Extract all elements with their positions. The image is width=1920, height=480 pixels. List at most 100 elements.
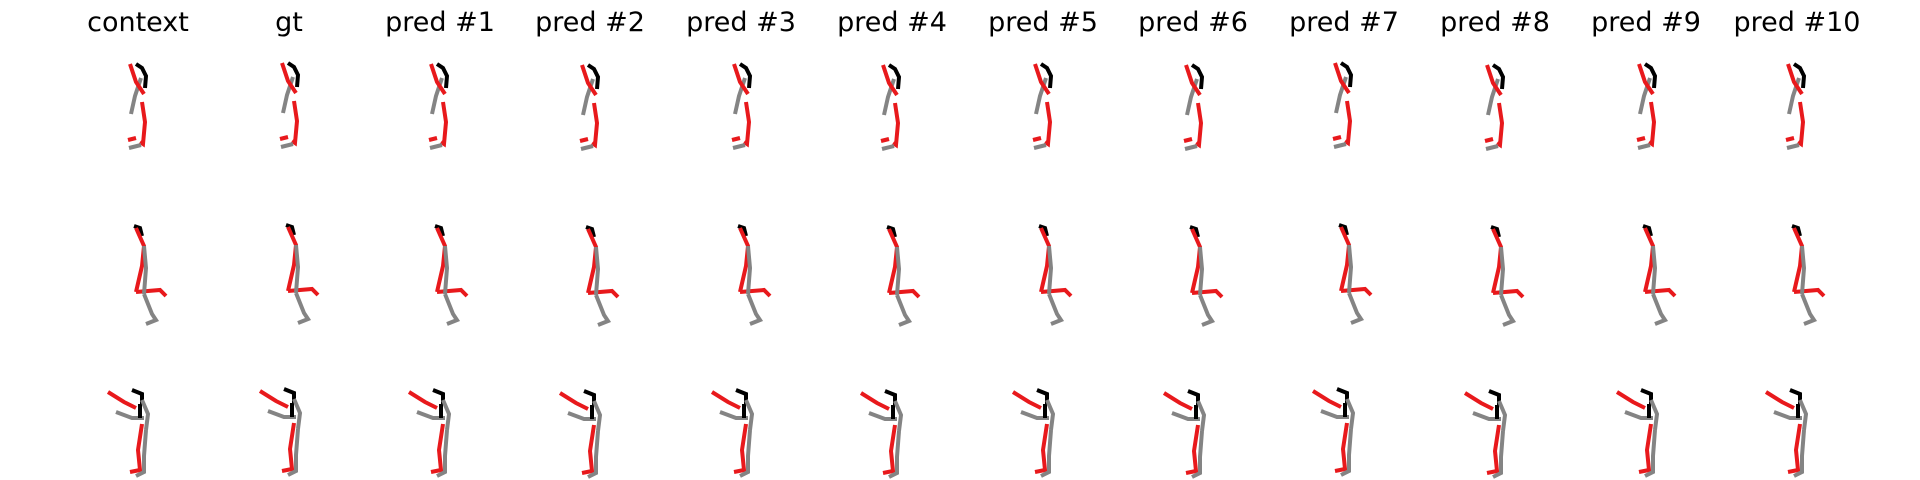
column-title: gt — [275, 7, 303, 38]
skeleton-bone — [1184, 144, 1198, 151]
skeleton-bone — [429, 143, 443, 150]
skeleton-bone — [1333, 62, 1351, 95]
skeleton-cell — [133, 224, 168, 326]
skeleton-bone — [880, 137, 890, 143]
skeleton-bone — [280, 62, 298, 95]
skeleton-bone — [1647, 101, 1657, 148]
skeleton-cell — [579, 63, 601, 151]
skeleton-bone — [1194, 102, 1204, 149]
skeleton-bone — [710, 390, 741, 410]
skeleton-bone — [1800, 293, 1818, 326]
skeleton-cell — [1764, 388, 1809, 478]
skeleton-cell — [1338, 223, 1373, 325]
column-title: pred #3 — [686, 7, 796, 38]
skeleton-bone — [746, 245, 753, 295]
skeleton-bone — [583, 389, 596, 405]
skeleton-cell — [1636, 62, 1658, 150]
column-title: pred #8 — [1440, 7, 1550, 38]
skeleton-bone — [887, 63, 902, 90]
skeleton-bone — [893, 400, 904, 432]
skeleton-cell — [1615, 388, 1660, 478]
skeleton-bone — [258, 389, 289, 409]
skeleton-bone — [1787, 423, 1802, 474]
skeleton-bone — [1011, 390, 1042, 410]
skeleton-bone — [286, 61, 301, 88]
skeleton-bone — [290, 100, 300, 147]
skeleton-cell — [859, 389, 904, 479]
skeleton-bone — [887, 228, 900, 294]
skeleton-bone — [443, 293, 461, 326]
skeleton-bone — [434, 224, 445, 237]
skeleton-bone — [1047, 245, 1054, 295]
skeleton-bone — [1485, 144, 1499, 151]
skeleton-bone — [1333, 142, 1347, 149]
skeleton-bone — [735, 388, 748, 404]
skeleton-bone — [1039, 227, 1052, 293]
skeleton-bone — [1640, 388, 1653, 404]
skeleton-bone — [581, 424, 596, 475]
skeleton-cell — [731, 62, 753, 150]
skeleton-bone — [1033, 143, 1047, 150]
skeleton-cell — [106, 388, 151, 478]
skeleton-bone — [435, 62, 450, 89]
skeleton-bone — [1162, 391, 1193, 411]
skeleton-cell — [1791, 224, 1826, 326]
skeleton-cell — [737, 224, 772, 326]
skeleton-bone — [1198, 294, 1216, 327]
skeleton-bone — [1499, 246, 1506, 296]
skeleton-bone — [439, 101, 449, 148]
skeleton-cell — [285, 223, 320, 325]
skeleton-bone — [587, 288, 620, 299]
skeleton-cell — [1032, 62, 1054, 150]
skeleton-bone — [587, 430, 600, 479]
skeleton-bone — [1638, 423, 1653, 474]
skeleton-bone — [436, 429, 449, 478]
skeleton-bone — [1034, 423, 1049, 474]
skeleton-bone — [131, 388, 144, 404]
skeleton-bone — [738, 62, 753, 89]
skeleton-bone — [129, 423, 144, 474]
skeleton-bone — [407, 390, 438, 410]
column-title: context — [87, 7, 189, 38]
skeleton-bone — [429, 63, 447, 96]
skeleton-bone — [135, 287, 168, 298]
skeleton-bone — [292, 398, 303, 430]
skeleton-bone — [1339, 61, 1354, 88]
skeleton-cell — [1183, 63, 1205, 151]
skeleton-bone — [1463, 391, 1494, 411]
skeleton-bone — [285, 223, 296, 236]
skeleton-bone — [1643, 62, 1658, 89]
skeleton-cell — [1038, 224, 1073, 326]
skeleton-bone — [443, 245, 450, 295]
skeleton-bone — [888, 430, 901, 479]
skeleton-bone — [594, 246, 601, 296]
skeleton-bone — [128, 63, 146, 96]
skeleton-bone — [138, 101, 148, 148]
skeleton-bone — [586, 228, 599, 294]
skeleton-bone — [1486, 424, 1501, 475]
skeleton-bone — [134, 62, 149, 89]
skeleton-bone — [1183, 137, 1193, 143]
skeleton-bone — [558, 391, 589, 411]
skeleton-cell — [1011, 388, 1056, 478]
skeleton-bone — [1649, 399, 1660, 431]
skeleton-bone — [882, 424, 897, 475]
column-title: pred #1 — [385, 7, 495, 38]
skeleton-bone — [1495, 102, 1505, 149]
skeleton-cell — [558, 389, 603, 479]
skeleton-bone — [737, 224, 748, 237]
skeleton-bone — [733, 423, 748, 474]
skeleton-bone — [738, 227, 751, 293]
skeleton-cell — [1332, 61, 1354, 149]
skeleton-bone — [585, 225, 596, 238]
skeleton-cell — [428, 62, 450, 150]
skeleton-bone — [1490, 225, 1501, 238]
skeleton-bone — [744, 399, 755, 431]
skeleton-bone — [739, 429, 752, 478]
skeleton-bone — [1791, 224, 1802, 237]
skeleton-bone — [279, 135, 289, 141]
skeleton-bone — [1338, 223, 1349, 236]
skeleton-bone — [1038, 224, 1049, 237]
column-title: pred #5 — [988, 7, 1098, 38]
skeleton-bone — [287, 428, 300, 477]
